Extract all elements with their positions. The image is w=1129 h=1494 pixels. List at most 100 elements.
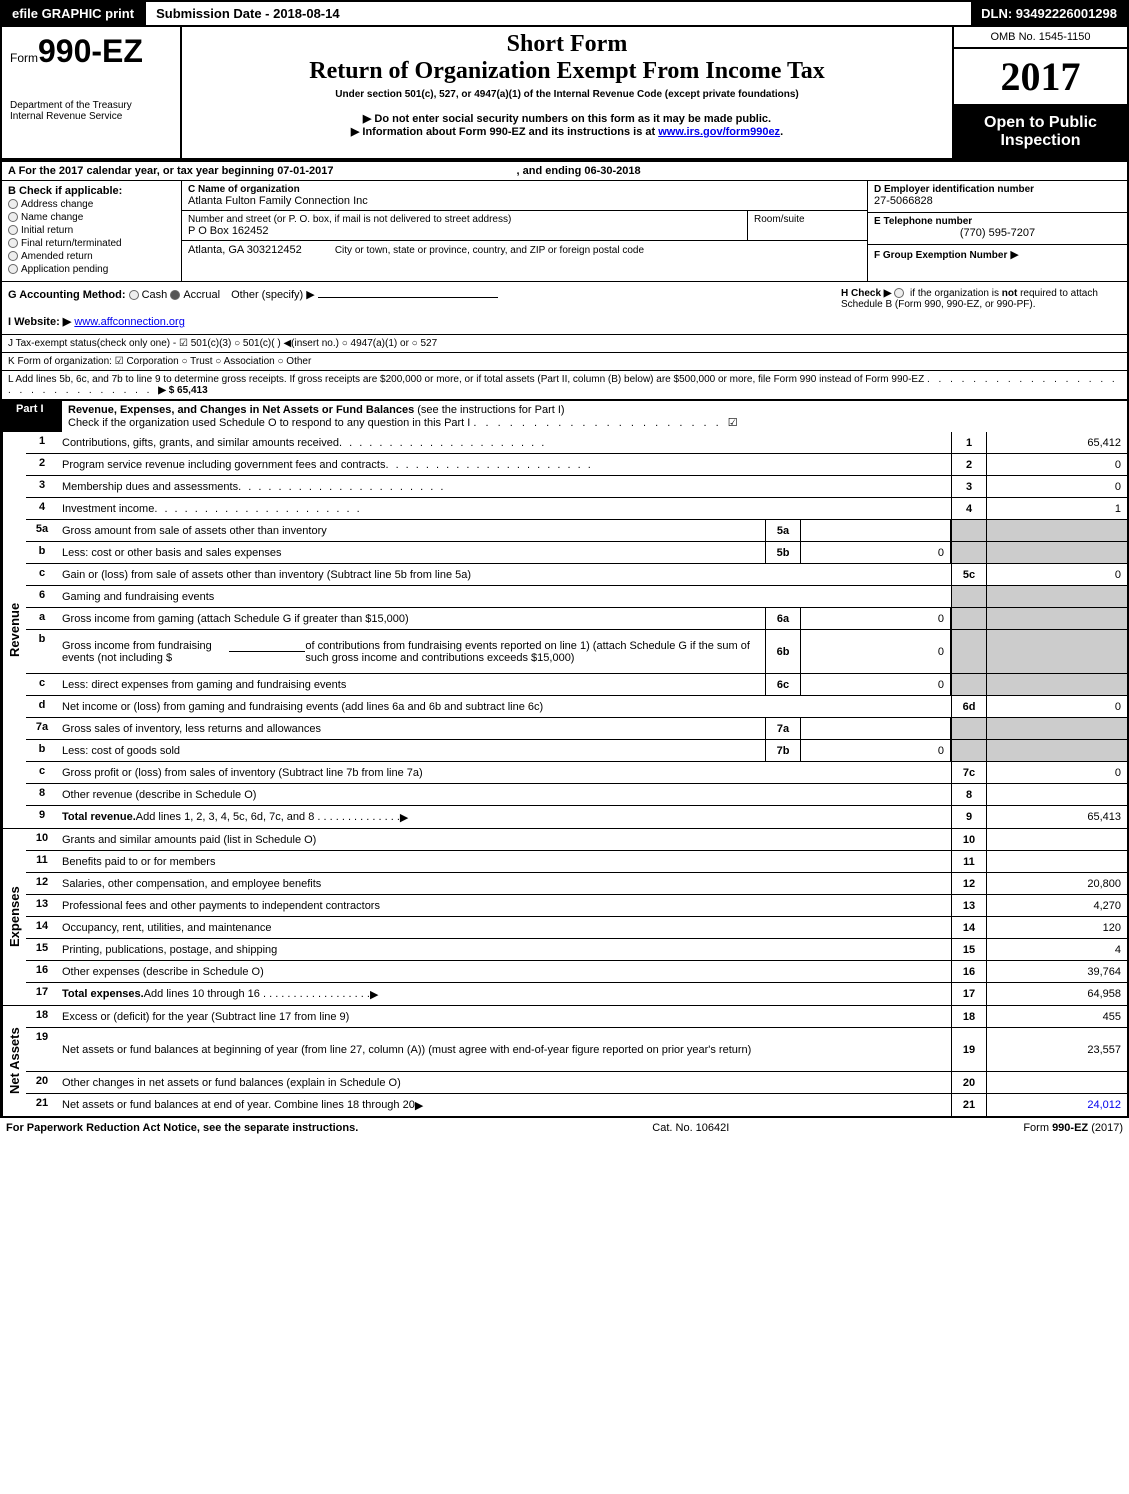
l6a-desc: Gross income from gaming (attach Schedul… bbox=[58, 608, 765, 629]
phone-label: E Telephone number bbox=[874, 216, 1121, 227]
l5b-rno-shade bbox=[951, 542, 987, 563]
l12-desc: Salaries, other compensation, and employ… bbox=[58, 873, 951, 894]
open-to-public: Open to Public Inspection bbox=[954, 106, 1127, 158]
l6b-blank[interactable] bbox=[229, 651, 305, 652]
l6-no: 6 bbox=[26, 586, 58, 607]
form-number-txt: 990-EZ bbox=[38, 33, 143, 69]
l11-no: 11 bbox=[26, 851, 58, 872]
line-21: 21 Net assets or fund balances at end of… bbox=[26, 1094, 1127, 1116]
chk-address-change[interactable]: Address change bbox=[8, 199, 175, 210]
line-20: 20 Other changes in net assets or fund b… bbox=[26, 1072, 1127, 1094]
l20-rval bbox=[987, 1072, 1127, 1093]
website-link[interactable]: www.affconnection.org bbox=[74, 316, 184, 328]
l-value: ▶ $ 65,413 bbox=[158, 385, 207, 396]
part1-header: Part I Revenue, Expenses, and Changes in… bbox=[0, 400, 1129, 432]
l8-no: 8 bbox=[26, 784, 58, 805]
side-expenses: Expenses bbox=[2, 829, 26, 1005]
l6-rval-shade bbox=[987, 586, 1127, 607]
l14-rno: 14 bbox=[951, 917, 987, 938]
phone-value: (770) 595-7207 bbox=[874, 227, 1121, 239]
line-a-pre: A For the 2017 calendar year, or tax yea… bbox=[8, 165, 333, 177]
line-14: 14 Occupancy, rent, utilities, and maint… bbox=[26, 917, 1127, 939]
g-label: G Accounting Method: bbox=[8, 289, 126, 301]
form-number: Form990-EZ bbox=[10, 33, 172, 70]
table-netassets-container: Net Assets 18 Excess or (deficit) for th… bbox=[0, 1006, 1129, 1118]
l15-rval: 4 bbox=[987, 939, 1127, 960]
radio-cash[interactable] bbox=[129, 290, 139, 300]
l5c-rval: 0 bbox=[987, 564, 1127, 585]
line-7c: c Gross profit or (loss) from sales of i… bbox=[26, 762, 1127, 784]
l5c-desc: Gain or (loss) from sale of assets other… bbox=[58, 564, 951, 585]
chk-final-return[interactable]: Final return/terminated bbox=[8, 238, 175, 249]
cash-label: Cash bbox=[142, 289, 168, 301]
l5a-rno-shade bbox=[951, 520, 987, 541]
line-15: 15 Printing, publications, postage, and … bbox=[26, 939, 1127, 961]
l7b-rno-shade bbox=[951, 740, 987, 761]
l7a-mval bbox=[801, 718, 951, 739]
h-checkbox[interactable] bbox=[894, 288, 904, 298]
l4-rval: 1 bbox=[987, 498, 1127, 519]
l7b-no: b bbox=[26, 740, 58, 761]
l6b-rval-shade bbox=[987, 630, 1127, 673]
dept-treasury: Department of the Treasury bbox=[10, 100, 172, 111]
part1-title-rest: (see the instructions for Part I) bbox=[414, 404, 564, 416]
expenses-rows: 10 Grants and similar amounts paid (list… bbox=[26, 829, 1127, 1005]
chk-initial-return[interactable]: Initial return bbox=[8, 225, 175, 236]
l5a-mno: 5a bbox=[765, 520, 801, 541]
footer-right-post: (2017) bbox=[1088, 1122, 1123, 1134]
irs-link[interactable]: www.irs.gov/form990ez bbox=[658, 126, 780, 138]
group-exempt-label: F Group Exemption Number bbox=[874, 250, 1007, 261]
l8-desc: Other revenue (describe in Schedule O) bbox=[58, 784, 951, 805]
footer-right: Form 990-EZ (2017) bbox=[1023, 1122, 1123, 1134]
l21-desc: Net assets or fund balances at end of ye… bbox=[58, 1094, 951, 1116]
l6c-desc: Less: direct expenses from gaming and fu… bbox=[58, 674, 765, 695]
l6a-mno: 6a bbox=[765, 608, 801, 629]
chk-name-change-label: Name change bbox=[21, 212, 83, 223]
revenue-rows: 1 Contributions, gifts, grants, and simi… bbox=[26, 432, 1127, 828]
l6b-mno: 6b bbox=[765, 630, 801, 673]
l6-rno-shade bbox=[951, 586, 987, 607]
l12-rval: 20,800 bbox=[987, 873, 1127, 894]
l6d-desc: Net income or (loss) from gaming and fun… bbox=[58, 696, 951, 717]
l7a-no: 7a bbox=[26, 718, 58, 739]
footer: For Paperwork Reduction Act Notice, see … bbox=[0, 1118, 1129, 1138]
g-other-blank[interactable] bbox=[318, 297, 498, 298]
l17-rval: 64,958 bbox=[987, 983, 1127, 1005]
chk-address-change-label: Address change bbox=[21, 199, 93, 210]
l13-desc: Professional fees and other payments to … bbox=[58, 895, 951, 916]
irs-label: Internal Revenue Service bbox=[10, 111, 172, 122]
l6d-rno: 6d bbox=[951, 696, 987, 717]
chk-app-pending[interactable]: Application pending bbox=[8, 264, 175, 275]
l6c-mval: 0 bbox=[801, 674, 951, 695]
l5b-mval: 0 bbox=[801, 542, 951, 563]
section-k: K Form of organization: ☑ Corporation ○ … bbox=[2, 353, 1127, 371]
line-16: 16 Other expenses (describe in Schedule … bbox=[26, 961, 1127, 983]
line-a-post: , and ending 06-30-2018 bbox=[517, 165, 641, 177]
chk-amended-return[interactable]: Amended return bbox=[8, 251, 175, 262]
part1-checked: ☑ bbox=[728, 417, 738, 429]
radio-accrual[interactable] bbox=[170, 290, 180, 300]
side-revenue: Revenue bbox=[2, 432, 26, 828]
g-other: Other (specify) ▶ bbox=[231, 289, 315, 301]
section-c: C Name of organization Atlanta Fulton Fa… bbox=[182, 181, 867, 281]
l7a-rval-shade bbox=[987, 718, 1127, 739]
room-label: Room/suite bbox=[754, 214, 861, 225]
l7c-rval: 0 bbox=[987, 762, 1127, 783]
l16-no: 16 bbox=[26, 961, 58, 982]
l3-rno: 3 bbox=[951, 476, 987, 497]
line-8: 8 Other revenue (describe in Schedule O)… bbox=[26, 784, 1127, 806]
l6c-rno-shade bbox=[951, 674, 987, 695]
l1-rno: 1 bbox=[951, 432, 987, 453]
l17-desc: Total expenses. Add lines 10 through 16 … bbox=[58, 983, 951, 1005]
chk-name-change[interactable]: Name change bbox=[8, 212, 175, 223]
h-not: not bbox=[1002, 288, 1018, 299]
l19-no: 19 bbox=[26, 1028, 58, 1071]
l6-desc: Gaming and fundraising events bbox=[58, 586, 951, 607]
section-j: J Tax-exempt status(check only one) - ☑ … bbox=[2, 335, 1127, 353]
l4-rno: 4 bbox=[951, 498, 987, 519]
under-section: Under section 501(c), 527, or 4947(a)(1)… bbox=[190, 89, 944, 100]
ein-value: 27-5066828 bbox=[874, 195, 1121, 207]
table-revenue-container: Revenue 1 Contributions, gifts, grants, … bbox=[0, 432, 1129, 829]
l21-rno: 21 bbox=[951, 1094, 987, 1116]
l13-rno: 13 bbox=[951, 895, 987, 916]
